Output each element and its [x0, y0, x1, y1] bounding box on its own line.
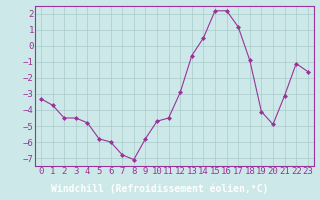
Text: Windchill (Refroidissement éolien,°C): Windchill (Refroidissement éolien,°C): [51, 184, 269, 194]
